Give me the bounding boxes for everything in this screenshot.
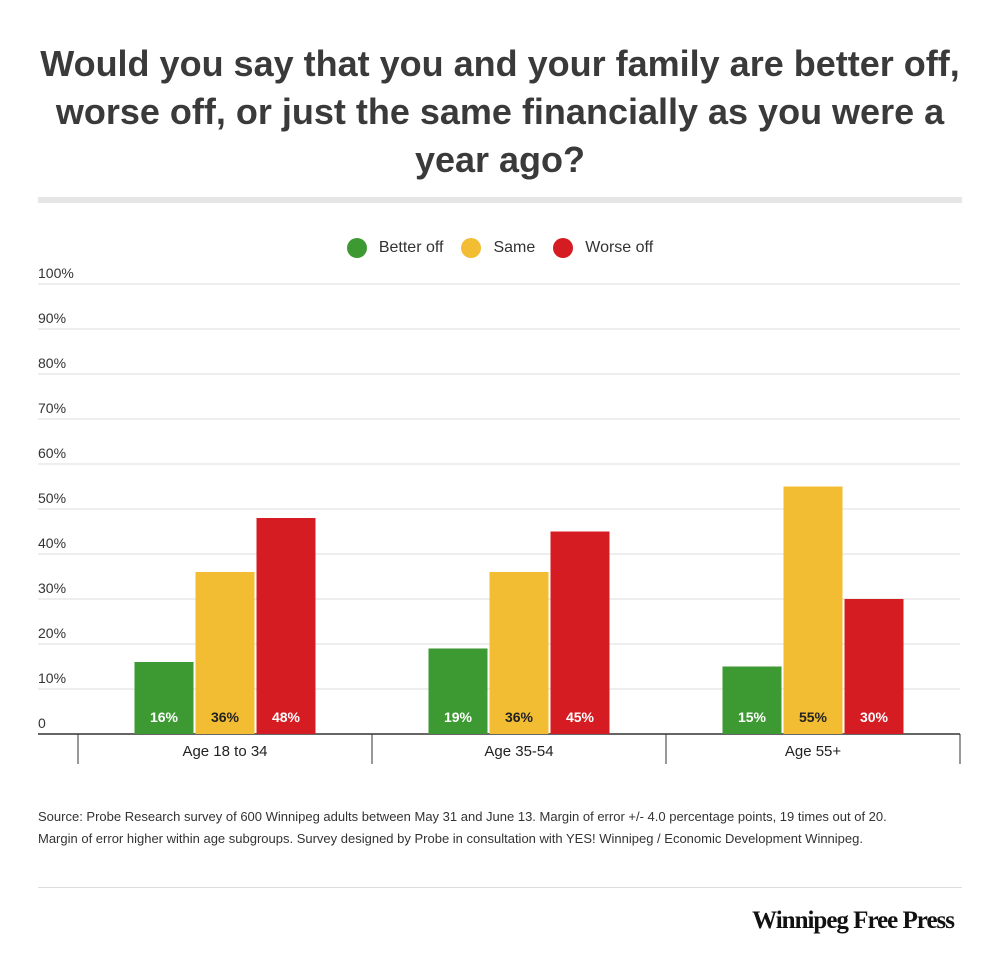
y-tick-label: 40% xyxy=(38,535,66,551)
source-footnote: Source: Probe Research survey of 600 Win… xyxy=(38,806,968,850)
bar-chart: 0 10% 20% 30% 40% 50% 60% 70% 80% 90% 100% 16% 36% 48… xyxy=(38,265,961,764)
brand-logo: Winnipeg Free Press xyxy=(752,907,955,934)
chart-legend: Better off Same Worse off xyxy=(0,238,1000,258)
x-tick-label: Age 35-54 xyxy=(484,743,553,760)
legend-item-same: Same xyxy=(461,238,535,258)
bar-better-off-age-55 xyxy=(722,666,782,734)
x-tick-label: Age 18 to 34 xyxy=(182,743,267,760)
y-tick-label: 50% xyxy=(38,490,66,506)
y-tick-label: 20% xyxy=(38,625,66,641)
y-tick-label: 0 xyxy=(38,715,46,731)
y-tick-label: 100% xyxy=(38,265,74,281)
legend-label-same: Same xyxy=(493,239,536,256)
title-divider xyxy=(38,197,962,203)
data-label: 48% xyxy=(272,709,301,725)
y-tick-label: 30% xyxy=(38,580,66,596)
legend-item-better-off: Better off xyxy=(346,238,444,258)
data-label: 30% xyxy=(860,709,889,725)
legend-swatch-worse-off xyxy=(553,238,574,258)
data-label: 16% xyxy=(150,709,179,725)
data-label: 36% xyxy=(505,709,534,725)
chart-title: Would you say that you and your family a… xyxy=(40,43,960,180)
footnote-line-2: Margin of error higher within age subgro… xyxy=(38,831,863,846)
y-tick-label: 90% xyxy=(38,310,66,326)
legend-swatch-better-off xyxy=(346,238,367,258)
legend-swatch-same xyxy=(461,238,482,258)
data-label: 15% xyxy=(738,709,767,725)
bar-better-off-age-35-54 xyxy=(428,648,488,734)
y-tick-label: 70% xyxy=(38,400,66,416)
footnote-line-1: Source: Probe Research survey of 600 Win… xyxy=(38,809,887,824)
legend-label-worse-off: Worse off xyxy=(585,239,654,256)
bar-same-age-55 xyxy=(783,486,843,734)
y-tick-label: 80% xyxy=(38,355,66,371)
bar-worse-off-age-55 xyxy=(844,599,904,734)
x-tick-label: Age 55+ xyxy=(785,743,842,760)
bar-same-age-18-to-34 xyxy=(195,572,255,734)
bar-worse-off-age-35-54 xyxy=(550,531,610,734)
data-label: 45% xyxy=(566,709,595,725)
data-label: 19% xyxy=(444,709,473,725)
legend-label-better-off: Better off xyxy=(378,239,444,256)
data-label: 36% xyxy=(211,709,240,725)
bar-same-age-35-54 xyxy=(489,572,549,734)
footer-divider xyxy=(38,887,962,888)
y-tick-label: 60% xyxy=(38,445,66,461)
legend-item-worse-off: Worse off xyxy=(553,238,653,258)
data-label: 55% xyxy=(799,709,828,725)
bar-better-off-age-18-to-34 xyxy=(134,662,194,734)
y-tick-label: 10% xyxy=(38,670,66,686)
bar-worse-off-age-18-to-34 xyxy=(256,518,316,734)
